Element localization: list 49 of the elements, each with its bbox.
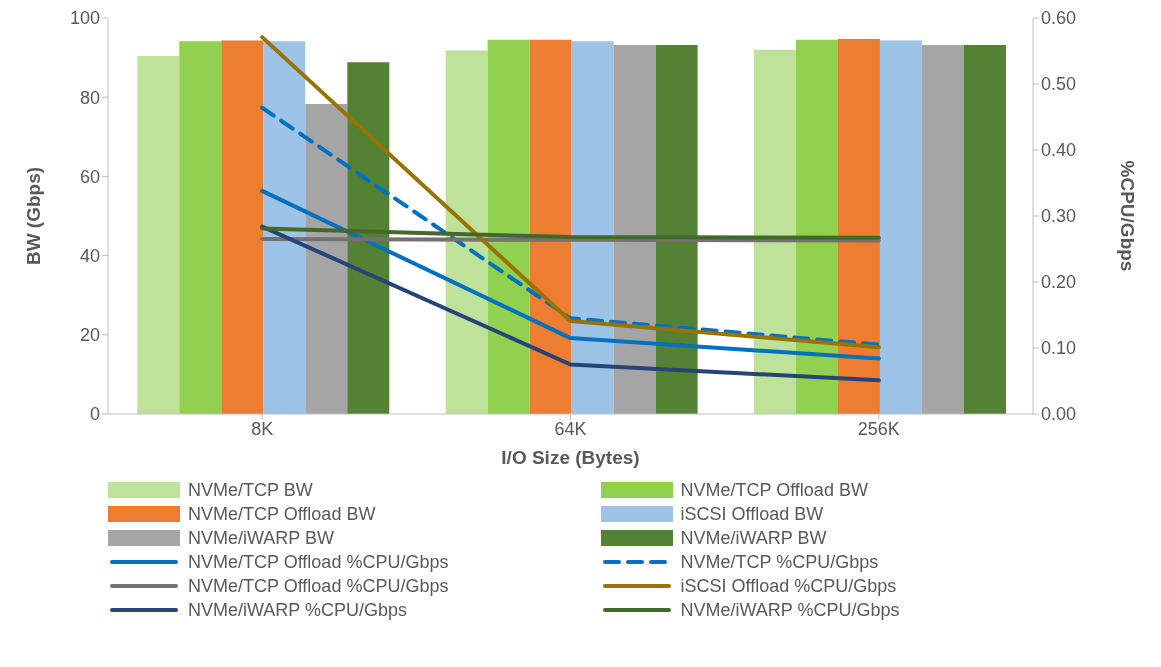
bar bbox=[963, 44, 1006, 414]
x-tick-label: 64K bbox=[554, 418, 587, 439]
y-tick-label: 60 bbox=[79, 166, 100, 187]
legend-label: NVMe/TCP Offload %CPU/Gbps bbox=[188, 575, 449, 597]
bar bbox=[571, 41, 614, 414]
legend-label: NVMe/TCP Offload BW bbox=[680, 479, 868, 501]
bar bbox=[487, 39, 530, 414]
bar bbox=[921, 44, 964, 414]
y-tick-label: 40 bbox=[79, 245, 100, 266]
bar bbox=[879, 40, 922, 414]
y2-axis-title: %CPU/Gbps bbox=[1117, 160, 1139, 272]
bar bbox=[179, 41, 222, 414]
y2-tick-label: 0.20 bbox=[1041, 272, 1077, 293]
bar bbox=[753, 49, 796, 414]
x-axis-title: I/O Size (Bytes) bbox=[501, 447, 640, 468]
bar bbox=[445, 50, 488, 414]
x-tick-label: 8K bbox=[251, 418, 274, 439]
bar bbox=[221, 40, 264, 414]
y-tick-label: 20 bbox=[79, 325, 100, 346]
legend-label: NVMe/iWARP %CPU/Gbps bbox=[680, 599, 900, 621]
x-tick-label: 256K bbox=[857, 418, 900, 439]
y-tick-label: 100 bbox=[69, 8, 100, 29]
legend-label: NVMe/TCP %CPU/Gbps bbox=[680, 551, 879, 573]
bar bbox=[837, 38, 880, 414]
legend-label: NVMe/iWARP BW bbox=[680, 527, 827, 549]
legend-label: NVMe/iWARP %CPU/Gbps bbox=[188, 599, 408, 621]
y-tick-label: 0 bbox=[89, 404, 100, 425]
legend-label: NVMe/TCP Offload BW bbox=[188, 503, 376, 525]
y-axis-title: BW (Gbps) bbox=[22, 166, 44, 266]
bar bbox=[655, 44, 698, 414]
y2-tick-label: 0.60 bbox=[1041, 8, 1077, 29]
legend-label: iSCSI Offload %CPU/Gbps bbox=[680, 575, 897, 597]
legend-label: NVMe/TCP BW bbox=[188, 479, 313, 501]
y2-tick-label: 0.40 bbox=[1041, 140, 1077, 161]
bar bbox=[263, 41, 306, 414]
legend-label: iSCSI Offload BW bbox=[680, 503, 824, 525]
bar bbox=[137, 56, 180, 414]
y2-tick-label: 0.00 bbox=[1041, 404, 1077, 425]
y-tick-label: 80 bbox=[79, 87, 100, 108]
bar bbox=[529, 39, 572, 414]
y2-tick-label: 0.30 bbox=[1041, 206, 1077, 227]
y2-tick-label: 0.10 bbox=[1041, 338, 1077, 359]
y2-tick-label: 0.50 bbox=[1041, 74, 1077, 95]
legend-label: NVMe/iWARP BW bbox=[188, 527, 335, 549]
bar bbox=[347, 62, 390, 414]
bar bbox=[305, 103, 348, 414]
bar bbox=[795, 39, 838, 414]
bar bbox=[613, 44, 656, 414]
legend-label: NVMe/TCP Offload %CPU/Gbps bbox=[188, 551, 449, 573]
